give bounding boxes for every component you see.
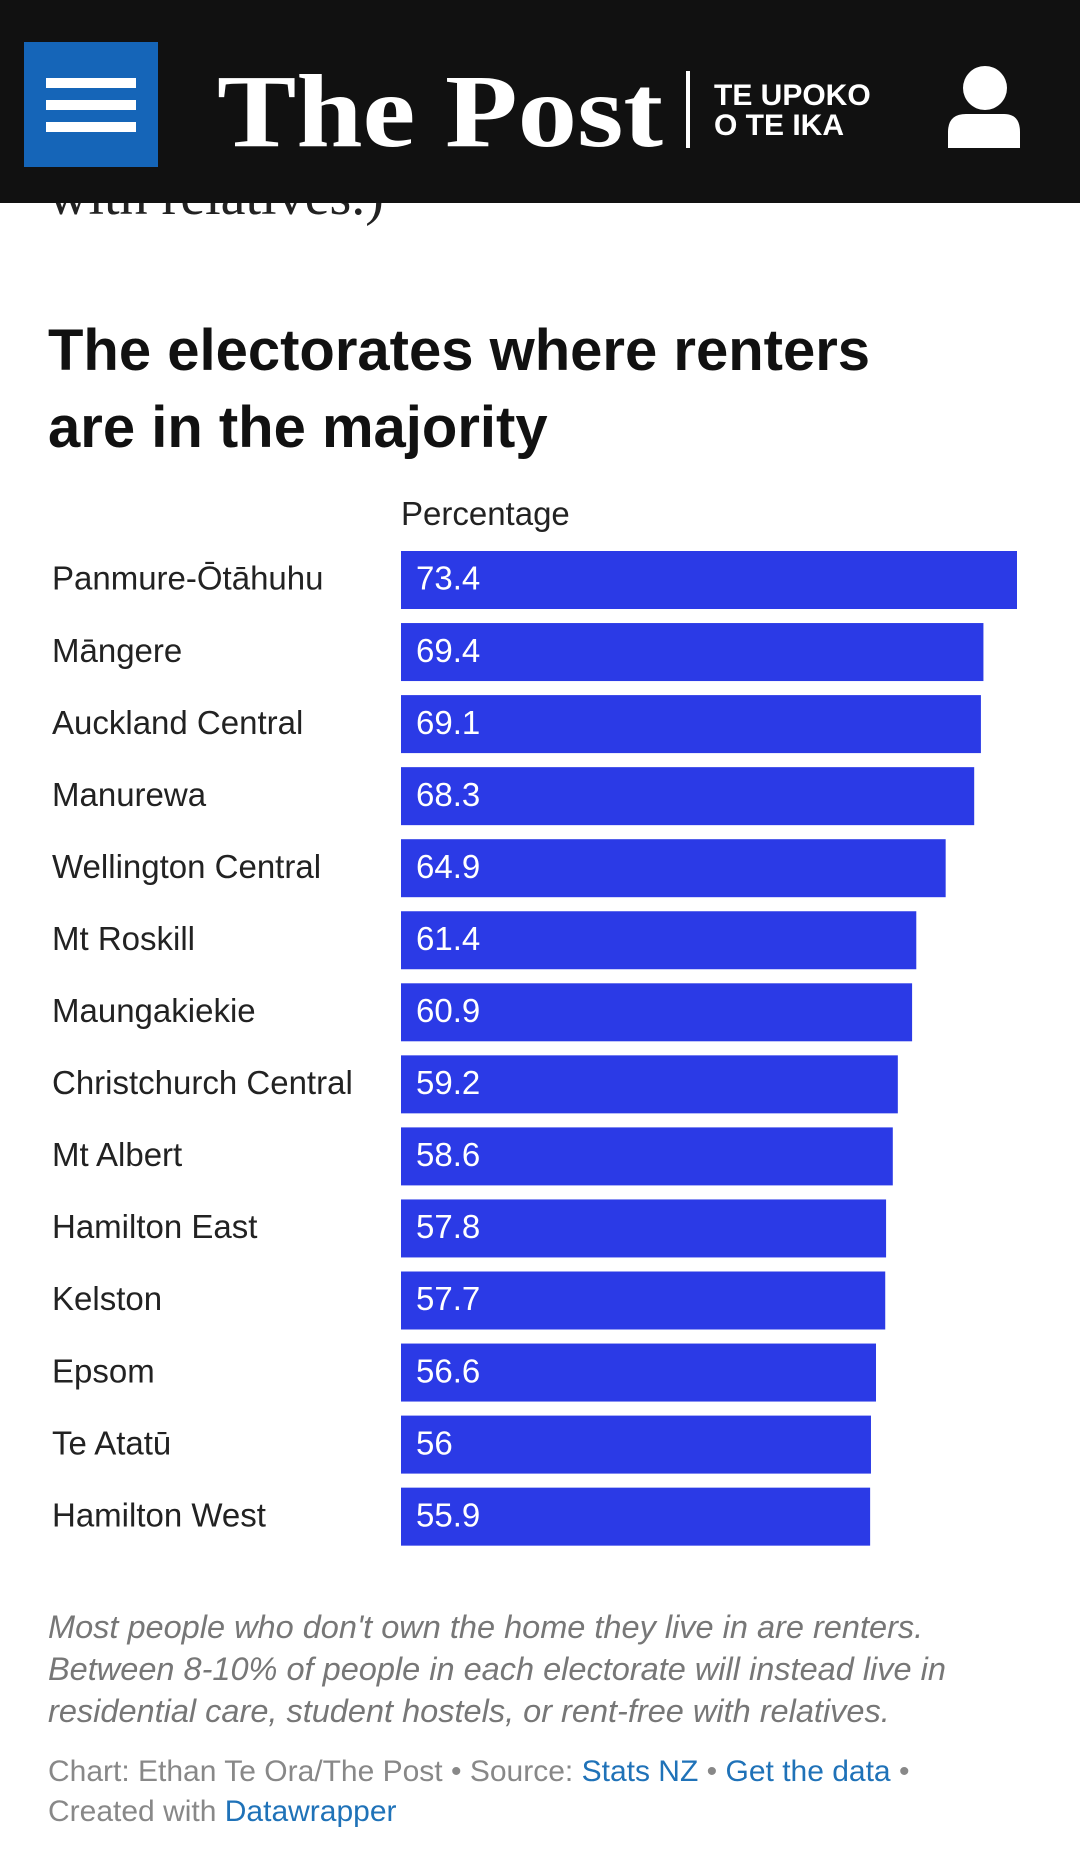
credit-text: Created with [48,1795,217,1828]
value-label: 57.7 [416,1280,480,1317]
category-label: Epsom [52,1352,155,1389]
bar [401,1199,887,1258]
category-label: Mt Albert [52,1136,182,1173]
category-label: Auckland Central [52,704,303,741]
category-label: Hamilton West [52,1496,266,1533]
value-label: 69.4 [416,632,480,669]
menu-line [46,100,136,110]
value-label: 58.6 [416,1136,480,1173]
chart-title: The electorates where renters [48,318,870,383]
category-label: Kelston [52,1280,162,1317]
tagline: TE UPOKO [714,79,871,112]
credit-text: Source: [469,1755,574,1788]
category-label: Maungakiekie [52,992,256,1029]
category-label: Te Atatū [52,1424,171,1461]
user-icon[interactable] [948,66,1020,148]
chart-note: Most people who don't own the home they … [48,1609,946,1729]
bar [401,839,946,898]
header-bar [0,0,1080,203]
source-link[interactable]: Stats NZ [581,1755,699,1788]
value-label: 73.4 [416,560,480,597]
category-label: Panmure-Ōtāhuhu [52,560,324,597]
value-label: 69.1 [416,704,480,741]
category-label: Christchurch Central [52,1064,353,1101]
logo-divider [686,71,690,148]
value-label: 56.6 [416,1352,480,1389]
value-label: 57.8 [416,1208,480,1245]
bar [401,1343,877,1402]
separator: • [898,1755,910,1788]
bar [401,1415,871,1474]
header: The Post TE UPOKO O TE IKA [0,0,1080,203]
bar [401,1055,898,1114]
bar [401,983,913,1042]
value-label: 55.9 [416,1496,480,1533]
bar [401,1487,871,1546]
value-header: Percentage [401,495,570,532]
bar [401,623,984,682]
data-link[interactable]: Get the data [725,1755,891,1788]
category-label: Wellington Central [52,848,321,885]
separator: • [451,1755,462,1788]
bar [401,767,975,826]
category-label: Māngere [52,632,182,669]
bar [401,1271,886,1330]
tool-link[interactable]: Datawrapper [224,1795,397,1828]
separator: • [706,1755,718,1788]
value-label: 59.2 [416,1064,480,1101]
category-label: Hamilton East [52,1208,257,1245]
value-label: 68.3 [416,776,480,813]
logo[interactable]: The Post [217,54,663,169]
value-label: 61.4 [416,920,480,957]
user-body [948,114,1020,148]
bar [401,911,917,970]
menu-line [46,78,136,88]
tagline: O TE IKA [714,109,844,142]
value-label: 64.9 [416,848,480,885]
credit-text: Chart: Ethan Te Ora/The Post [48,1755,443,1788]
menu-line [46,122,136,132]
bar [401,1127,893,1186]
bar [401,695,981,754]
category-label: Mt Roskill [52,920,195,957]
category-label: Manurewa [52,776,207,813]
chart-title: are in the majority [48,395,548,460]
value-label: 60.9 [416,992,480,1029]
user-head [963,66,1007,110]
bar [401,551,1017,609]
credits: Chart: Ethan Te Ora/The Post • Source: S… [48,1752,1058,1832]
chart: with relatives.) Panmure-Ōtāhuhu73.4Māng… [0,0,1080,1546]
value-label: 56 [416,1424,453,1461]
